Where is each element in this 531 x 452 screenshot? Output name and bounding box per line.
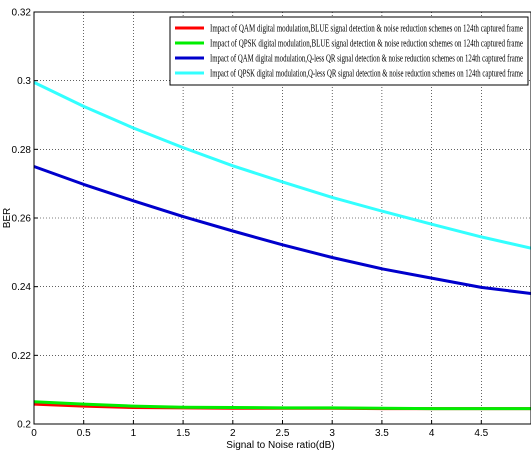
y-tick-label: 0.2 (17, 420, 31, 431)
series-line-3 (33, 165, 531, 295)
x-tick-label: 2 (230, 428, 236, 439)
x-axis-label: Signal to Noise ratio(dB) (226, 440, 334, 451)
x-tick-label: 1 (131, 428, 137, 439)
x-tick-label: 3 (329, 428, 335, 439)
legend-entry-label: Impact of QPSK digital modulation,Q-less… (210, 69, 523, 80)
legend: Impact of QAM digital modulation,BLUE si… (169, 16, 529, 86)
x-tick-label: 2.5 (276, 428, 290, 439)
y-axis-label: BER (2, 208, 13, 229)
series-lines (33, 81, 531, 411)
legend-entry-label: Impact of QAM digital modulation,BLUE si… (210, 24, 523, 35)
x-tick-label: 4 (429, 428, 435, 439)
y-tick-label: 0.24 (12, 282, 32, 293)
y-tick-label: 0.22 (12, 351, 32, 362)
plot-frame (33, 11, 531, 425)
legend-box (169, 16, 529, 86)
x-tick-label: 3.5 (375, 428, 389, 439)
legend-entry-label: Impact of QAM digital modulation,Q-less … (210, 54, 523, 65)
x-tick-label: 0.5 (77, 428, 91, 439)
x-tick-label: 4.5 (474, 428, 488, 439)
y-tick-label: 0.26 (12, 214, 32, 225)
y-tick-labels: 0.2 0.22 0.24 0.26 0.28 0.3 0.32 (12, 8, 32, 431)
legend-entry-label: Impact of QPSK digital modulation,BLUE s… (210, 39, 523, 50)
series-line-2 (33, 400, 531, 411)
y-tick-label: 0.28 (12, 145, 32, 156)
series-line-4 (33, 81, 531, 250)
x-tick-labels: 0 0.5 1 1.5 2 2.5 3 3.5 4 4.5 (31, 428, 488, 439)
x-tick-label: 0 (31, 428, 37, 439)
x-tick-label: 1.5 (176, 428, 190, 439)
y-tick-label: 0.32 (12, 8, 32, 19)
y-tick-label: 0.3 (17, 76, 31, 87)
